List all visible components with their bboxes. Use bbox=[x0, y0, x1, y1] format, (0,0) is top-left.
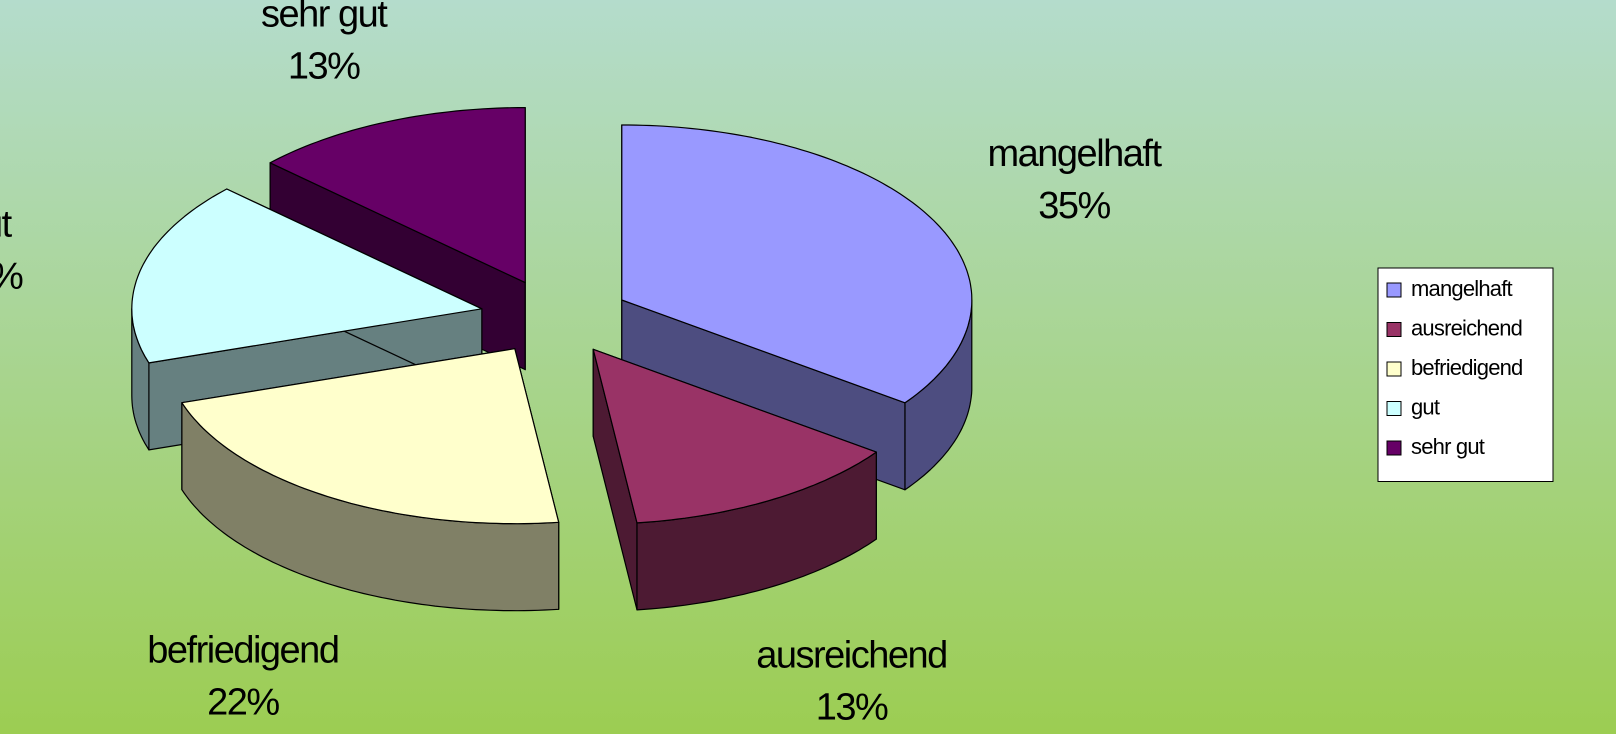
data-label-name: mangelhaft bbox=[988, 133, 1163, 175]
data-label-name: ausreichend bbox=[756, 634, 947, 676]
legend-label: mangelhaft bbox=[1411, 276, 1513, 301]
slice bbox=[592, 348, 877, 524]
slice bbox=[181, 348, 560, 525]
legend-swatch bbox=[1386, 322, 1402, 337]
data-label-value: 13% bbox=[288, 46, 360, 88]
legend-swatch bbox=[1386, 361, 1402, 377]
legend-box bbox=[1377, 267, 1554, 482]
slice bbox=[131, 188, 483, 364]
slice bbox=[269, 107, 526, 284]
data-label-name: gut bbox=[0, 204, 13, 246]
legend-swatch bbox=[1386, 401, 1402, 416]
legend-label: gut bbox=[1411, 394, 1440, 419]
data-label-value: 17% bbox=[0, 256, 23, 298]
pie bbox=[131, 107, 973, 612]
legend-label: befriedigend bbox=[1411, 355, 1523, 380]
data-label-value: 22% bbox=[207, 681, 279, 723]
legend-swatch bbox=[1386, 440, 1402, 456]
data-labels: sehr gut 13% mangelhaft 35% gut 17% befriedige… bbox=[0, 0, 1164, 728]
slice bbox=[621, 124, 973, 404]
data-label-name: sehr gut bbox=[261, 0, 388, 36]
legend-label: sehr gut bbox=[1411, 434, 1485, 459]
legend: mangelhaft ausreichend befriedigend gut sehr… bbox=[1377, 267, 1554, 482]
legend-label: ausreichend bbox=[1411, 315, 1522, 340]
legend-swatch bbox=[1386, 282, 1402, 298]
data-label-name: befriedigend bbox=[147, 629, 338, 671]
data-label-value: 35% bbox=[1038, 185, 1110, 227]
data-label-value: 13% bbox=[816, 686, 888, 728]
